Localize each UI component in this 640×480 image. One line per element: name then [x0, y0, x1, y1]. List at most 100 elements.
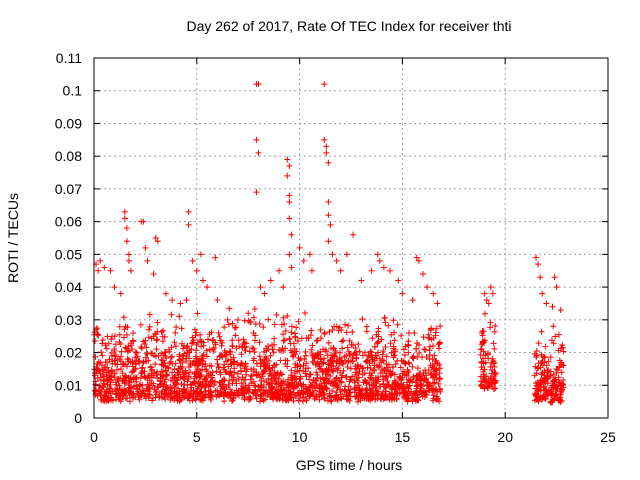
data-point-marker	[221, 347, 228, 354]
data-point-marker	[215, 329, 222, 336]
data-point-marker	[329, 251, 336, 258]
data-point-marker	[269, 384, 276, 391]
data-point-marker	[310, 376, 317, 383]
data-point-marker	[204, 336, 211, 343]
data-point-marker	[294, 368, 301, 375]
data-point-marker	[280, 331, 287, 338]
data-point-marker	[231, 324, 238, 331]
data-point-marker	[191, 326, 198, 333]
data-point-marker	[541, 359, 548, 366]
data-point-marker	[284, 363, 291, 370]
data-point-marker	[538, 328, 545, 335]
data-point-marker	[228, 361, 235, 368]
data-point-marker	[146, 323, 153, 330]
data-point-marker	[202, 383, 209, 390]
data-point-marker	[249, 344, 256, 351]
data-point-marker	[537, 387, 544, 394]
data-point-marker	[183, 370, 190, 377]
data-point-marker	[347, 376, 354, 383]
data-point-marker	[384, 378, 391, 385]
data-point-marker	[288, 383, 295, 390]
data-point-marker	[369, 335, 376, 342]
data-point-marker	[172, 381, 179, 388]
data-point-marker	[179, 356, 186, 363]
data-point-marker	[540, 384, 547, 391]
data-point-marker	[373, 390, 380, 397]
data-point-marker	[413, 254, 420, 261]
data-point-marker	[316, 384, 323, 391]
x-tick-label: 20	[497, 429, 513, 445]
data-point-marker	[405, 383, 412, 390]
data-point-marker	[234, 391, 241, 398]
data-point-marker	[328, 398, 335, 405]
data-point-marker	[154, 238, 161, 245]
data-point-marker	[303, 360, 310, 367]
data-point-marker	[198, 343, 205, 350]
data-point-marker	[177, 374, 184, 381]
data-point-marker	[380, 376, 387, 383]
data-point-marker	[238, 368, 245, 375]
data-point-marker	[351, 389, 358, 396]
data-point-marker	[419, 354, 426, 361]
data-point-marker	[210, 346, 217, 353]
data-point-marker	[482, 352, 489, 359]
data-point-marker	[238, 351, 245, 358]
data-point-marker	[125, 374, 132, 381]
data-point-marker	[323, 143, 330, 150]
data-point-marker	[265, 316, 272, 323]
data-point-marker	[352, 345, 359, 352]
data-point-marker	[144, 381, 151, 388]
data-point-marker	[134, 386, 141, 393]
data-point-marker	[189, 257, 196, 264]
data-point-marker	[338, 327, 345, 334]
data-point-marker	[409, 297, 416, 304]
y-tick-label: 0.03	[55, 312, 82, 328]
data-point-marker	[267, 352, 274, 359]
data-point-marker	[388, 383, 395, 390]
data-point-marker	[199, 397, 206, 404]
data-point-marker	[288, 329, 295, 336]
data-point-marker	[345, 322, 352, 329]
data-point-marker	[435, 395, 442, 402]
data-point-marker	[385, 322, 392, 329]
data-point-marker	[199, 382, 206, 389]
data-point-marker	[413, 345, 420, 352]
data-point-marker	[145, 394, 152, 401]
data-point-marker	[325, 159, 332, 166]
data-point-marker	[177, 300, 184, 307]
data-point-marker	[227, 392, 234, 399]
data-point-marker	[117, 353, 124, 360]
data-point-marker	[326, 367, 333, 374]
data-point-marker	[334, 384, 341, 391]
data-point-marker	[330, 379, 337, 386]
data-point-marker	[559, 361, 566, 368]
data-point-marker	[128, 379, 135, 386]
data-point-marker	[432, 332, 439, 339]
data-point-marker	[214, 356, 221, 363]
data-point-marker	[329, 387, 336, 394]
data-point-marker	[194, 310, 201, 317]
data-point-marker	[146, 311, 153, 318]
data-point-marker	[148, 380, 155, 387]
data-point-marker	[370, 366, 377, 373]
data-point-marker	[128, 392, 135, 399]
y-tick-label: 0	[74, 410, 82, 426]
data-point-marker	[248, 373, 255, 380]
data-point-marker	[121, 326, 128, 333]
data-point-marker	[108, 336, 115, 343]
data-point-marker	[227, 361, 234, 368]
data-point-marker	[269, 346, 276, 353]
data-point-marker	[112, 341, 119, 348]
data-point-marker	[329, 326, 336, 333]
data-point-marker	[229, 320, 236, 327]
data-point-marker	[168, 344, 175, 351]
data-point-marker	[363, 386, 370, 393]
data-point-marker	[97, 392, 104, 399]
data-point-marker	[193, 267, 200, 274]
data-point-marker	[190, 379, 197, 386]
data-point-marker	[217, 383, 224, 390]
data-point-marker	[382, 388, 389, 395]
data-point-marker	[208, 329, 215, 336]
data-point-marker	[261, 290, 268, 297]
data-point-marker	[339, 345, 346, 352]
